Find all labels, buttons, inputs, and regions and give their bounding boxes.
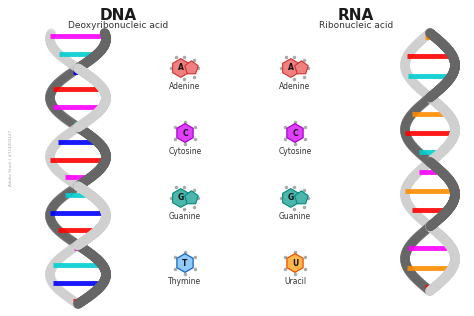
Text: Thymine: Thymine (168, 277, 201, 286)
Text: Ribonucleic acid: Ribonucleic acid (319, 21, 393, 30)
Text: G: G (178, 193, 184, 203)
Polygon shape (295, 191, 308, 204)
Text: Adobe Stock | #314003147: Adobe Stock | #314003147 (8, 130, 12, 186)
Text: Deoxyribonucleic acid: Deoxyribonucleic acid (68, 21, 168, 30)
Text: A: A (178, 64, 184, 72)
Text: U: U (292, 258, 298, 268)
Text: Adenine: Adenine (279, 82, 310, 91)
Polygon shape (173, 189, 189, 207)
Text: Cytosine: Cytosine (168, 148, 201, 156)
Polygon shape (287, 124, 303, 142)
Text: Adenine: Adenine (169, 82, 201, 91)
Polygon shape (185, 61, 198, 74)
Polygon shape (283, 59, 299, 77)
Text: G: G (288, 193, 294, 203)
Polygon shape (283, 189, 299, 207)
Text: DNA: DNA (100, 8, 137, 23)
Polygon shape (295, 61, 308, 74)
Text: T: T (182, 258, 188, 268)
Polygon shape (173, 59, 189, 77)
Polygon shape (177, 124, 193, 142)
Text: C: C (182, 129, 188, 137)
Polygon shape (177, 254, 193, 272)
Text: Cytosine: Cytosine (278, 148, 311, 156)
Text: Guanine: Guanine (169, 212, 201, 222)
Text: C: C (292, 129, 298, 137)
Text: A: A (288, 64, 294, 72)
Polygon shape (185, 191, 198, 204)
Text: Guanine: Guanine (279, 212, 311, 222)
Text: RNA: RNA (338, 8, 374, 23)
Text: Uracil: Uracil (284, 277, 306, 286)
Polygon shape (287, 254, 303, 272)
